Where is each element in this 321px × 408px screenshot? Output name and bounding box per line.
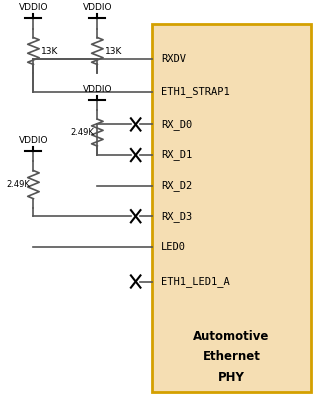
Text: RX_D2: RX_D2 [161,180,193,191]
Text: 13K: 13K [105,47,123,55]
Text: ETH1_LED1_A: ETH1_LED1_A [161,276,230,287]
Text: VDDIO: VDDIO [82,85,112,94]
Text: RXDV: RXDV [161,54,186,64]
Text: VDDIO: VDDIO [19,136,48,145]
FancyBboxPatch shape [152,24,311,392]
Text: 13K: 13K [41,47,59,55]
Text: Ethernet: Ethernet [203,350,260,364]
Text: RX_D1: RX_D1 [161,150,193,160]
Text: RX_D0: RX_D0 [161,119,193,130]
Text: RX_D3: RX_D3 [161,211,193,222]
Text: VDDIO: VDDIO [19,3,48,12]
Text: 2.49K: 2.49K [70,128,94,137]
Text: 2.49K: 2.49K [6,180,30,189]
Text: VDDIO: VDDIO [82,3,112,12]
Text: Automotive: Automotive [193,330,270,343]
Text: LED0: LED0 [161,242,186,252]
Text: PHY: PHY [218,371,245,384]
Text: ETH1_STRAP1: ETH1_STRAP1 [161,86,230,97]
